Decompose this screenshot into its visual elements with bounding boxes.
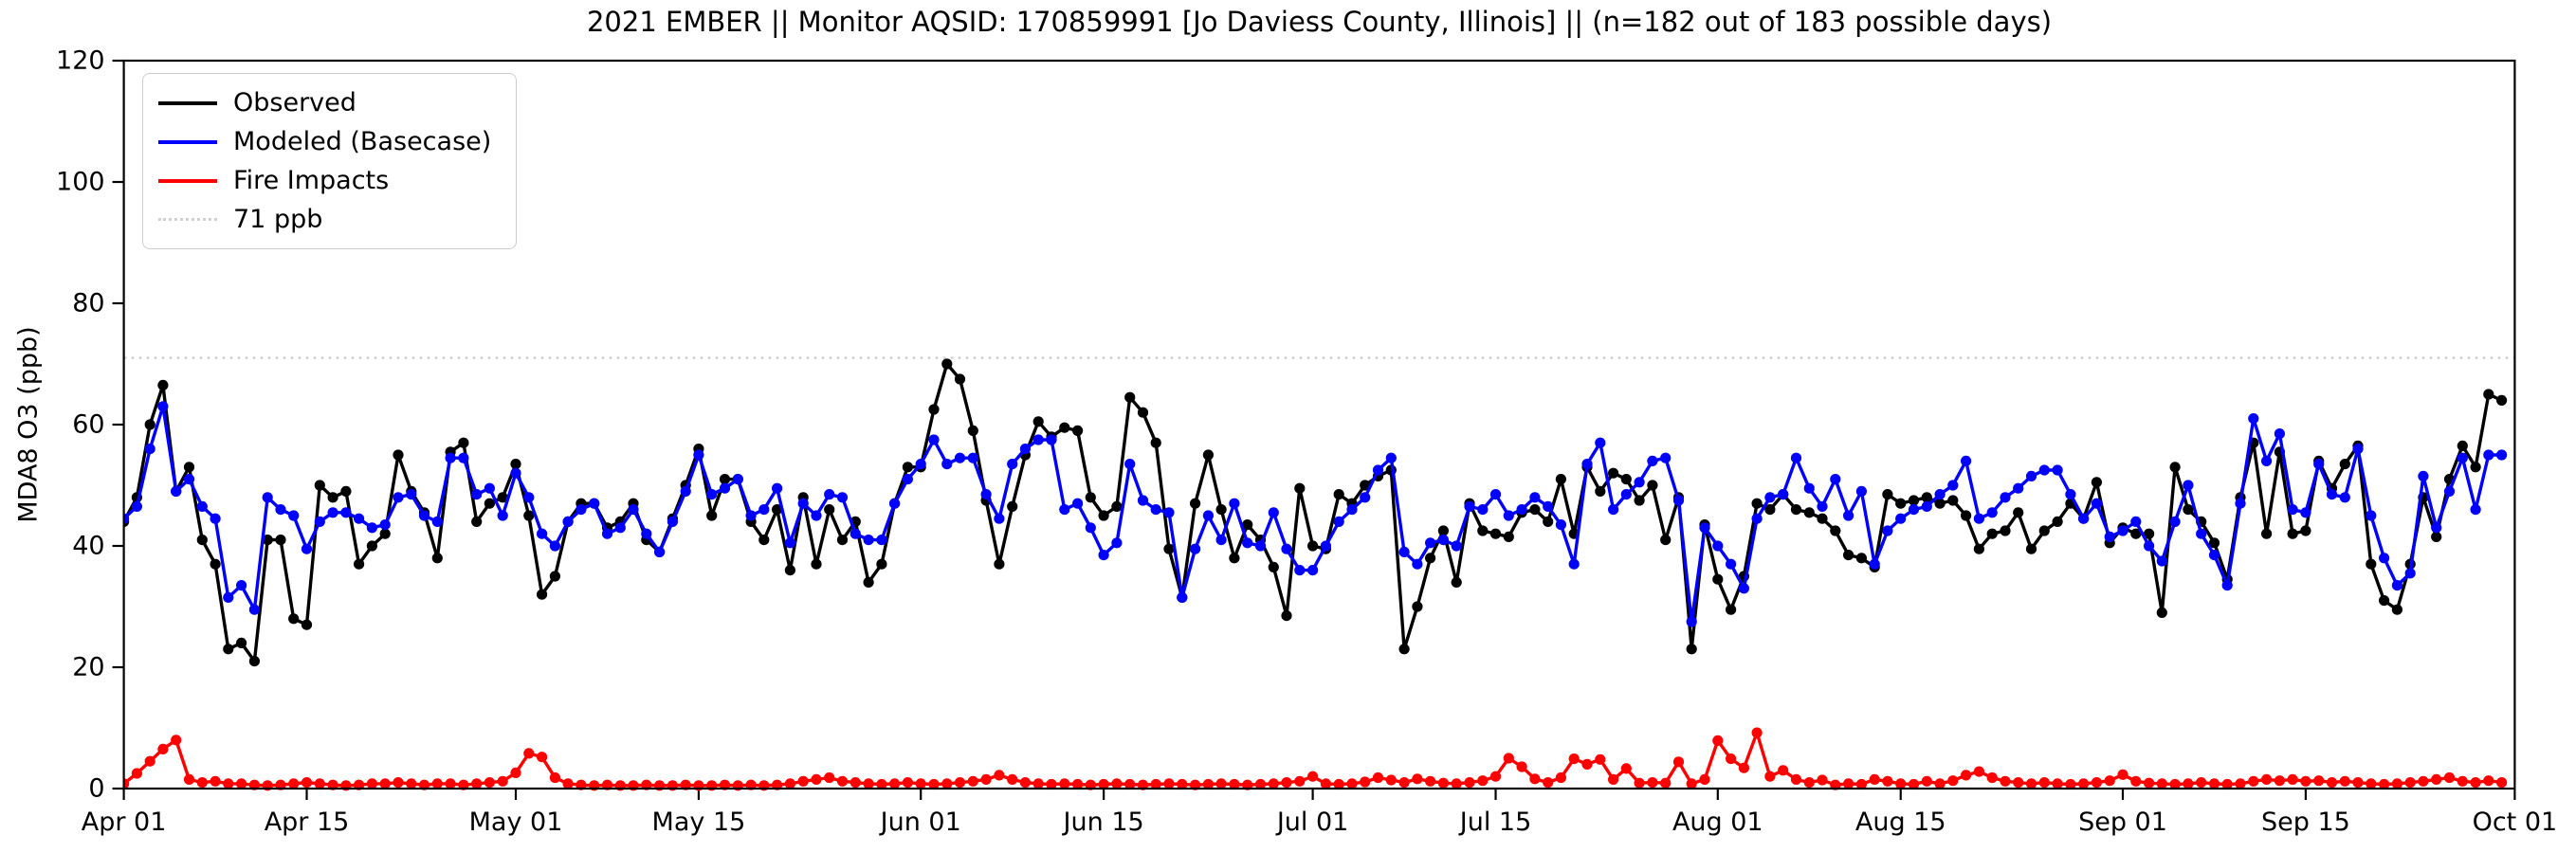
legend: Observed Modeled (Basecase) Fire Impacts…	[142, 73, 518, 249]
x-tick-label: May 01	[469, 808, 563, 837]
x-tick-label: Aug 15	[1855, 808, 1946, 837]
y-tick-label: 0	[88, 774, 104, 804]
x-tick-label: Sep 15	[2261, 808, 2350, 837]
x-tick-label: Oct 01	[2473, 808, 2558, 837]
series-modeled-basecase-	[123, 401, 2508, 627]
x-tick-label: Apr 01	[82, 808, 167, 837]
y-tick-label: 100	[56, 168, 105, 197]
observed-line-sample	[158, 100, 217, 105]
71ppb-line-sample	[158, 218, 217, 221]
x-tick-label: Apr 15	[265, 808, 350, 837]
y-tick-label: 80	[72, 289, 104, 318]
x-tick-label: Aug 01	[1672, 808, 1763, 837]
legend-label-observed: Observed	[233, 88, 356, 118]
y-axis: 0 20 40 60 80 100 120	[56, 46, 124, 804]
x-tick-label: Jun 15	[1062, 808, 1144, 837]
legend-item-observed: Observed	[158, 83, 491, 122]
series-observed	[123, 358, 2508, 667]
x-axis: Apr 01 Apr 15 May 01 May 15 Jun 01 Jun 15 Jul …	[82, 789, 2557, 837]
y-tick-label: 120	[56, 46, 105, 76]
y-tick-label: 40	[72, 532, 104, 561]
legend-item-71ppb: 71 ppb	[158, 200, 491, 239]
y-tick-label: 60	[72, 410, 104, 440]
series-fire-impacts	[123, 727, 2508, 791]
legend-label-71ppb: 71 ppb	[233, 205, 323, 234]
fire-impacts-line-sample	[158, 178, 217, 183]
y-tick-label: 20	[72, 653, 104, 682]
x-tick-label: May 15	[652, 808, 746, 837]
plot-border	[122, 59, 2516, 790]
x-tick-label: Jul 01	[1275, 808, 1349, 837]
y-axis-label: MDA8 O3 (ppb)	[13, 326, 44, 523]
chart-title: 2021 EMBER || Monitor AQSID: 170859991 […	[586, 6, 2053, 38]
x-tick-label: Jun 01	[879, 808, 961, 837]
modeled-line-sample	[158, 139, 217, 144]
legend-label-fire-impacts: Fire Impacts	[233, 166, 390, 195]
x-tick-label: Jul 15	[1458, 808, 1532, 837]
legend-item-modeled: Modeled (Basecase)	[158, 122, 491, 161]
legend-label-modeled: Modeled (Basecase)	[233, 127, 492, 156]
legend-item-fire-impacts: Fire Impacts	[158, 161, 491, 200]
x-tick-label: Sep 01	[2078, 808, 2167, 837]
